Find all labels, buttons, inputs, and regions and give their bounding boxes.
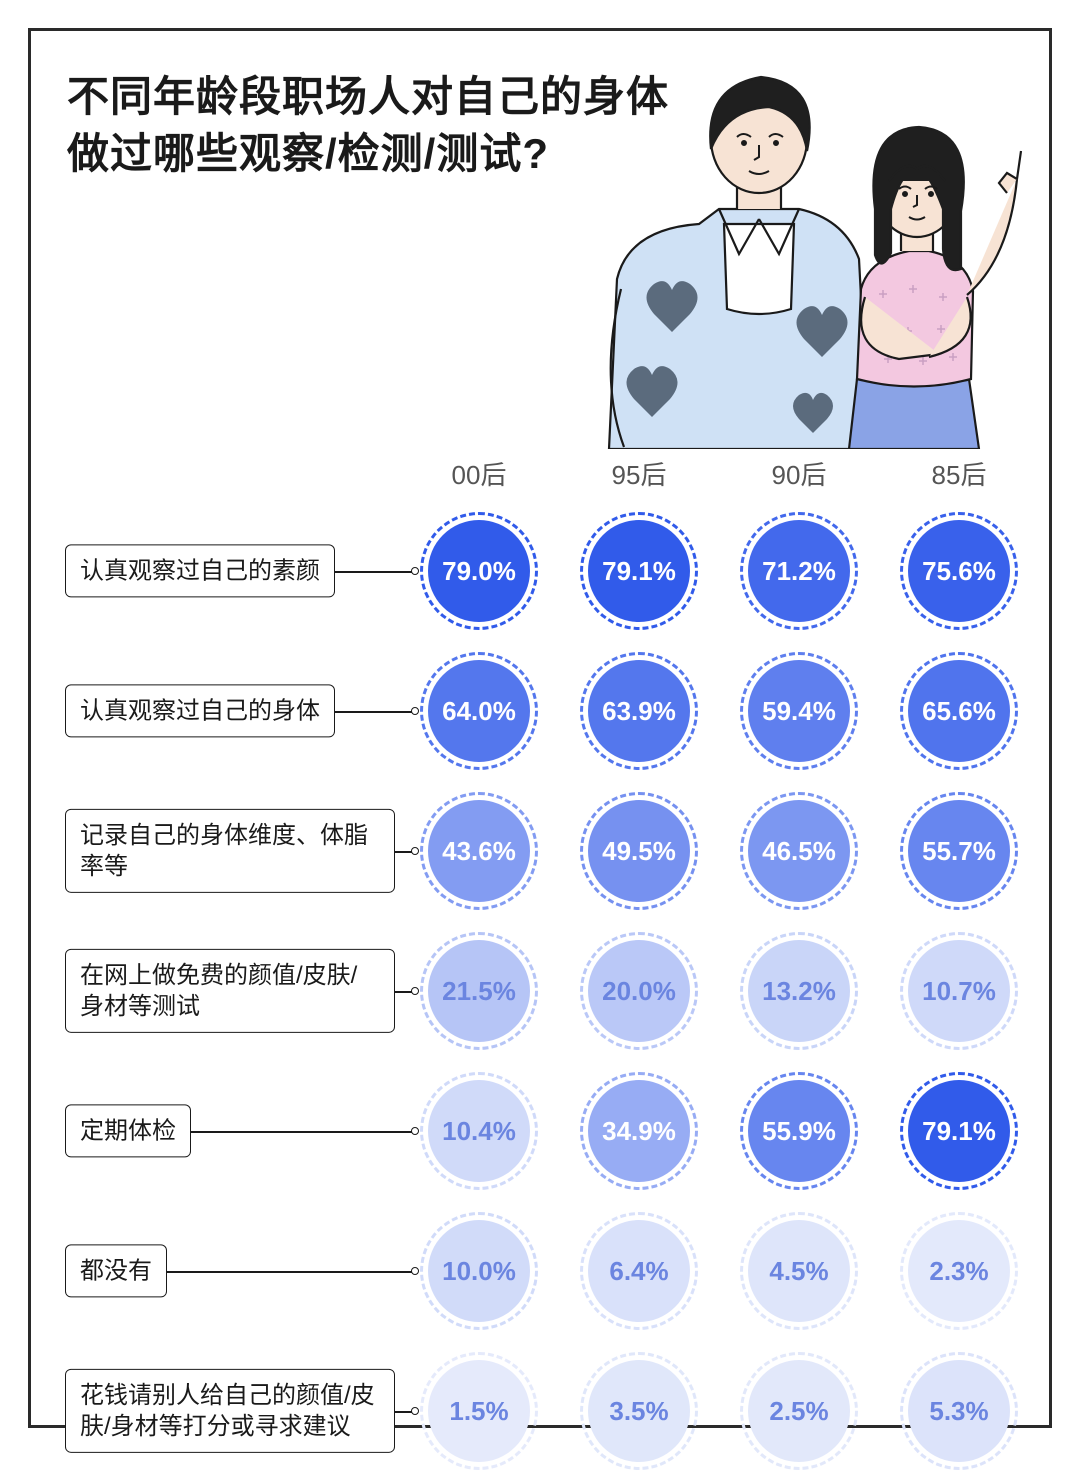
bubble-value: 10.4% (420, 1072, 538, 1190)
connector-line (335, 711, 415, 713)
connector-end-dot (411, 707, 419, 715)
bubble-value: 34.9% (580, 1072, 698, 1190)
value-bubble: 5.3% (900, 1352, 1018, 1470)
bubble-value: 10.7% (900, 932, 1018, 1050)
value-bubble: 2.3% (900, 1212, 1018, 1330)
connector-end-dot (411, 1127, 419, 1135)
bubble-value: 21.5% (420, 932, 538, 1050)
bubble-value: 13.2% (740, 932, 858, 1050)
bubble-value: 75.6% (900, 512, 1018, 630)
connector-line (335, 571, 415, 573)
chart-row: 认真观察过自己的素颜 79.0% 79.1% 71.2% 75.6% (31, 501, 1049, 641)
value-bubble: 6.4% (580, 1212, 698, 1330)
bubble-value: 1.5% (420, 1352, 538, 1470)
connector-end-dot (411, 847, 419, 855)
bubble-value: 4.5% (740, 1212, 858, 1330)
row-label: 都没有 (65, 1244, 167, 1297)
connector-end-dot (411, 1267, 419, 1275)
bubble-value: 55.7% (900, 792, 1018, 910)
column-headers: 00后 95后 90后 85后 (31, 455, 1049, 495)
column-header: 00后 (419, 455, 539, 492)
bubble-value: 79.1% (580, 512, 698, 630)
connector-line (191, 1131, 415, 1133)
chart-frame: 不同年龄段职场人对自己的身体做过哪些观察/检测/测试? (28, 28, 1052, 1428)
chart-row: 在网上做免费的颜值/皮肤/身材等测试 21.5% 20.0% 13.2% 10.7% (31, 921, 1049, 1061)
value-bubble: 43.6% (420, 792, 538, 910)
row-label-text: 定期体检 (80, 1115, 176, 1146)
bubble-value: 65.6% (900, 652, 1018, 770)
row-label-text: 认真观察过自己的身体 (80, 695, 320, 726)
value-bubble: 79.0% (420, 512, 538, 630)
row-label: 认真观察过自己的素颜 (65, 544, 335, 597)
bubble-value: 79.1% (900, 1072, 1018, 1190)
bubble-value: 3.5% (580, 1352, 698, 1470)
connector-end-dot (411, 1407, 419, 1415)
bubble-value: 79.0% (420, 512, 538, 630)
row-label-text: 在网上做免费的颜值/皮肤/身材等测试 (80, 960, 380, 1022)
bubble-value: 43.6% (420, 792, 538, 910)
value-bubble: 55.9% (740, 1072, 858, 1190)
value-bubble: 10.0% (420, 1212, 538, 1330)
value-bubble: 13.2% (740, 932, 858, 1050)
connector-line (167, 1271, 415, 1273)
value-bubble: 59.4% (740, 652, 858, 770)
row-label: 记录自己的身体维度、体脂率等 (65, 809, 395, 893)
row-label: 花钱请别人给自己的颜值/皮肤/身材等打分或寻求建议 (65, 1369, 395, 1453)
value-bubble: 10.4% (420, 1072, 538, 1190)
bubble-value: 20.0% (580, 932, 698, 1050)
value-bubble: 64.0% (420, 652, 538, 770)
value-bubble: 34.9% (580, 1072, 698, 1190)
bubble-value: 59.4% (740, 652, 858, 770)
value-bubble: 2.5% (740, 1352, 858, 1470)
connector-end-dot (411, 567, 419, 575)
bubble-value: 10.0% (420, 1212, 538, 1330)
bubble-value: 2.5% (740, 1352, 858, 1470)
value-bubble: 79.1% (900, 1072, 1018, 1190)
value-bubble: 75.6% (900, 512, 1018, 630)
chart-row: 花钱请别人给自己的颜值/皮肤/身材等打分或寻求建议 1.5% 3.5% 2.5% 5.3… (31, 1341, 1049, 1481)
value-bubble: 79.1% (580, 512, 698, 630)
chart-row: 都没有 10.0% 6.4% 4.5% 2.3% (31, 1201, 1049, 1341)
bubble-value: 46.5% (740, 792, 858, 910)
chart-rows: 认真观察过自己的素颜79.0%79.1%71.2%75.6%认真观察过自己的身体… (31, 501, 1049, 1481)
column-header: 85后 (899, 455, 1019, 492)
chart-row: 记录自己的身体维度、体脂率等 43.6% 49.5% 46.5% 55.7% (31, 781, 1049, 921)
row-label: 在网上做免费的颜值/皮肤/身材等测试 (65, 949, 395, 1033)
bubble-value: 63.9% (580, 652, 698, 770)
bubble-value: 5.3% (900, 1352, 1018, 1470)
value-bubble: 20.0% (580, 932, 698, 1050)
column-header: 95后 (579, 455, 699, 492)
value-bubble: 21.5% (420, 932, 538, 1050)
bubble-value: 6.4% (580, 1212, 698, 1330)
bubble-value: 2.3% (900, 1212, 1018, 1330)
value-bubble: 49.5% (580, 792, 698, 910)
bubble-value: 71.2% (740, 512, 858, 630)
column-header: 90后 (739, 455, 859, 492)
chart-row: 认真观察过自己的身体 64.0% 63.9% 59.4% 65.6% (31, 641, 1049, 781)
row-label-text: 都没有 (80, 1255, 152, 1286)
value-bubble: 10.7% (900, 932, 1018, 1050)
value-bubble: 46.5% (740, 792, 858, 910)
row-label-text: 认真观察过自己的素颜 (80, 555, 320, 586)
bubble-value: 64.0% (420, 652, 538, 770)
row-label: 定期体检 (65, 1104, 191, 1157)
value-bubble: 55.7% (900, 792, 1018, 910)
chart-row: 定期体检 10.4% 34.9% 55.9% 79.1% (31, 1061, 1049, 1201)
row-label-text: 记录自己的身体维度、体脂率等 (80, 820, 380, 882)
couple-illustration (569, 59, 1039, 449)
bubble-value: 49.5% (580, 792, 698, 910)
value-bubble: 4.5% (740, 1212, 858, 1330)
row-label-text: 花钱请别人给自己的颜值/皮肤/身材等打分或寻求建议 (80, 1380, 380, 1442)
value-bubble: 1.5% (420, 1352, 538, 1470)
value-bubble: 3.5% (580, 1352, 698, 1470)
connector-end-dot (411, 987, 419, 995)
value-bubble: 71.2% (740, 512, 858, 630)
row-label: 认真观察过自己的身体 (65, 684, 335, 737)
value-bubble: 63.9% (580, 652, 698, 770)
bubble-value: 55.9% (740, 1072, 858, 1190)
value-bubble: 65.6% (900, 652, 1018, 770)
